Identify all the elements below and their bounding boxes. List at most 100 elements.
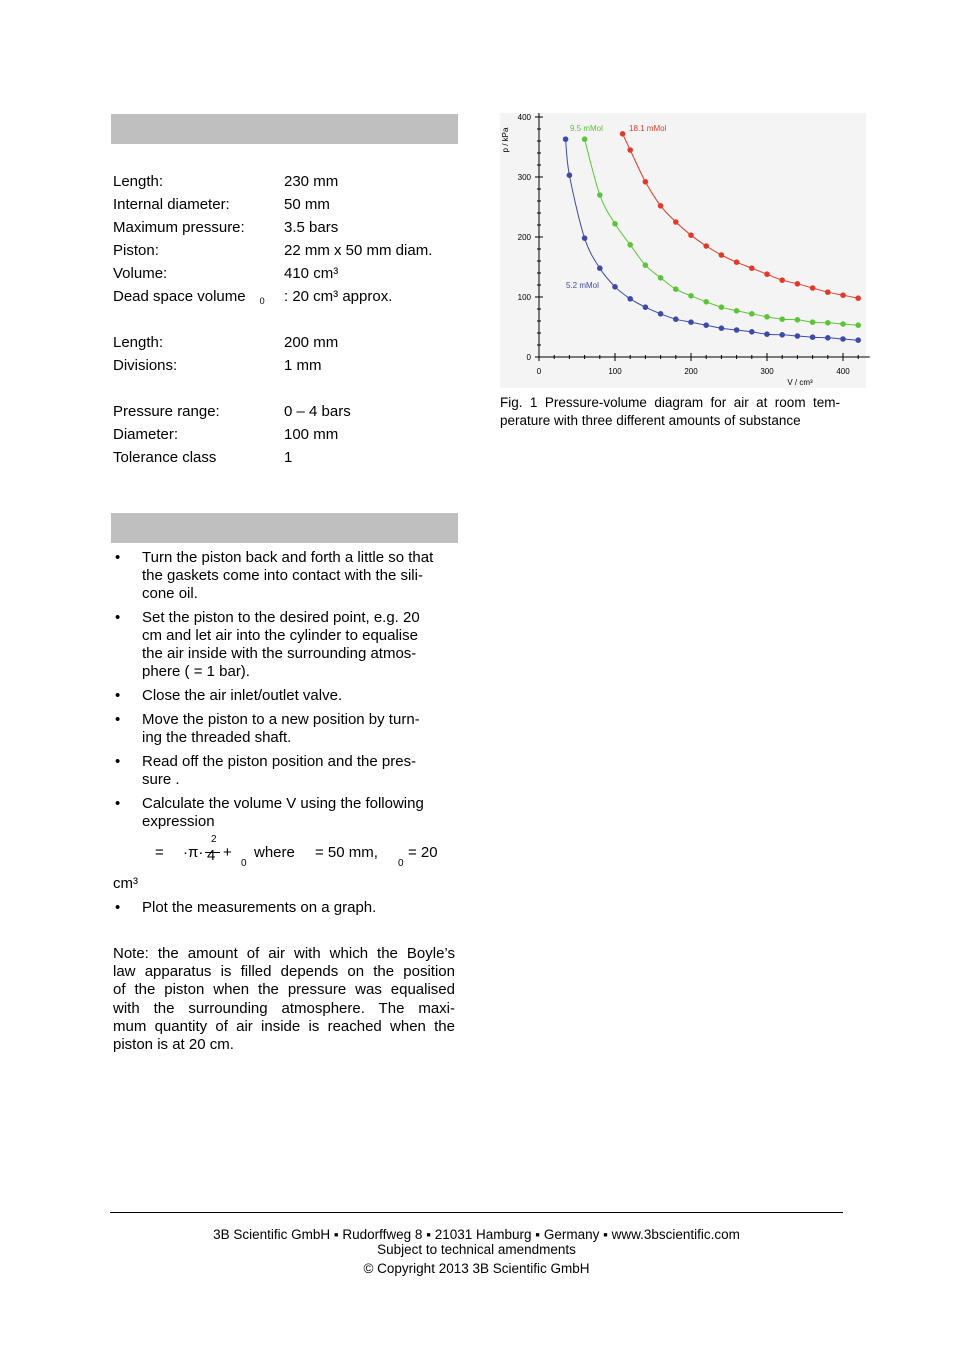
text-line: Note: the amount of air with which the B…	[113, 945, 455, 962]
spec-row: Pressure range: 0 – 4 bars	[113, 400, 458, 423]
text-line: perature with three different amounts of…	[500, 413, 801, 428]
spec-value: 1	[284, 449, 293, 466]
bullet-item: • Turn the piston back and forth a little…	[113, 549, 458, 603]
text-line: Calculate the volume V using the followi…	[142, 795, 424, 812]
chart-background	[500, 113, 866, 388]
bullet-symbol: •	[115, 549, 121, 566]
bullet-item: • Plot the measurements on a graph.	[113, 899, 458, 917]
text-line: Move the piston to a new position by tur…	[142, 711, 420, 728]
spec-row: Length: 200 mm	[113, 331, 458, 354]
data-point	[733, 308, 740, 314]
text-line: Close the air inlet/outlet valve.	[142, 687, 343, 704]
spec-value: 1 mm	[284, 357, 322, 374]
section-bar	[111, 114, 458, 144]
formula-part: +	[223, 844, 232, 861]
data-point	[597, 192, 603, 198]
spec-row: Dead space volume 0: 20 cm³ approx.	[113, 285, 458, 308]
formula-part: = 50 mm,	[315, 844, 378, 861]
x-tick-label: 100	[608, 367, 622, 376]
data-point	[688, 319, 694, 325]
bullet-symbol: •	[115, 753, 121, 770]
spec-value: 0 – 4 bars	[284, 403, 351, 420]
data-point	[642, 179, 649, 185]
footer-line: 3B Scientific GmbH ▪ Rudorffweg 8 ▪ 2103…	[213, 1227, 740, 1242]
spec-label: Divisions:	[113, 354, 177, 377]
data-point	[562, 136, 569, 142]
spec-value: 3.5 bars	[284, 219, 339, 236]
formula-part: 4	[207, 847, 216, 864]
data-point	[718, 325, 725, 331]
data-point	[840, 336, 846, 342]
spec-label-text: Diameter:	[113, 426, 179, 443]
formula-part: =	[155, 844, 164, 861]
spec-label-text: Pressure range:	[113, 403, 220, 420]
bullet-symbol: •	[115, 711, 121, 728]
spec-label-text: Internal diameter:	[113, 196, 230, 213]
data-point	[733, 259, 740, 265]
spec-label: Dead space volume 0	[113, 285, 265, 313]
formula-part: where	[254, 844, 295, 861]
procedure-list: • Turn the piston back and forth a little…	[113, 549, 458, 923]
series-label: 9.5 mMol	[570, 124, 603, 133]
figure-caption: Fig. 1 Pressure-volume diagram for air a…	[500, 394, 840, 430]
y-tick-label: 300	[518, 173, 532, 182]
data-point	[825, 335, 831, 341]
data-point	[764, 331, 770, 337]
bullet-item: • Move the piston to a new position by tu…	[113, 711, 458, 747]
spec-label: Diameter:	[113, 423, 178, 446]
data-point	[673, 316, 679, 322]
y-tick-label: 100	[518, 293, 532, 302]
x-tick-label: 400	[836, 367, 850, 376]
text-line: of the piston when the pressure was equa…	[113, 981, 455, 999]
data-point	[809, 334, 816, 340]
x-tick-label: 0	[537, 367, 542, 376]
data-point	[749, 265, 755, 271]
data-point	[749, 329, 755, 335]
text-line: the gaskets come into contact with the s…	[142, 567, 423, 584]
spec-row: Divisions: 1 mm	[113, 354, 458, 377]
spec-label: Maximum pressure:	[113, 216, 245, 239]
spec-label: Pressure range:	[113, 400, 220, 423]
bullet-symbol: •	[115, 687, 121, 704]
spec-label-text: Tolerance class	[113, 449, 217, 466]
data-point	[855, 337, 861, 343]
bullet-symbol: •	[115, 609, 121, 626]
data-point	[657, 275, 664, 281]
bullet-item: • Close the air inlet/outlet valve.	[113, 687, 458, 705]
y-tick-label: 0	[527, 353, 532, 362]
data-point	[703, 299, 709, 305]
spec-group: Length: 230 mm Internal diameter: 50 mm Maxi…	[113, 170, 458, 308]
data-point	[764, 314, 770, 320]
text-line: cone oil.	[142, 585, 198, 602]
data-point	[627, 242, 633, 248]
spec-label-text: Dead space volume	[113, 288, 246, 305]
text-line: Read off the piston position and the pre…	[142, 753, 417, 770]
spec-label: Internal diameter:	[113, 193, 230, 216]
data-point	[627, 147, 633, 153]
data-point	[855, 295, 861, 301]
spec-row: Tolerance class 1	[113, 446, 458, 469]
spec-row: Diameter: 100 mm	[113, 423, 458, 446]
spec-group: Pressure range: 0 – 4 bars Diameter: 100 mm…	[113, 400, 458, 469]
y-tick-label: 400	[518, 113, 532, 122]
data-point	[566, 172, 573, 178]
data-point	[703, 322, 709, 328]
formula-part: 0	[398, 858, 404, 869]
spec-value: 22 mm x 50 mm diam.	[284, 242, 433, 259]
data-point	[673, 219, 679, 225]
data-point	[764, 271, 770, 277]
text-line: ing the threaded shaft.	[142, 729, 292, 746]
data-point	[627, 296, 633, 302]
bullet-item: • Read off the piston position and the pr…	[113, 753, 458, 789]
specifications: Length: 230 mm Internal diameter: 50 mm Maxi…	[113, 170, 458, 492]
data-point	[688, 293, 694, 299]
data-point	[825, 289, 831, 295]
chart: 0 100 200 300 400 0 100 200 300 400 V / cm³ p / kPa…	[500, 113, 870, 388]
data-point	[825, 320, 831, 326]
data-point	[718, 304, 725, 310]
spec-value: : 20 cm³ approx.	[284, 288, 393, 305]
formula-part: = 20	[408, 844, 438, 861]
spec-label-text: Maximum pressure:	[113, 219, 245, 236]
spec-row: Maximum pressure: 3.5 bars	[113, 216, 458, 239]
